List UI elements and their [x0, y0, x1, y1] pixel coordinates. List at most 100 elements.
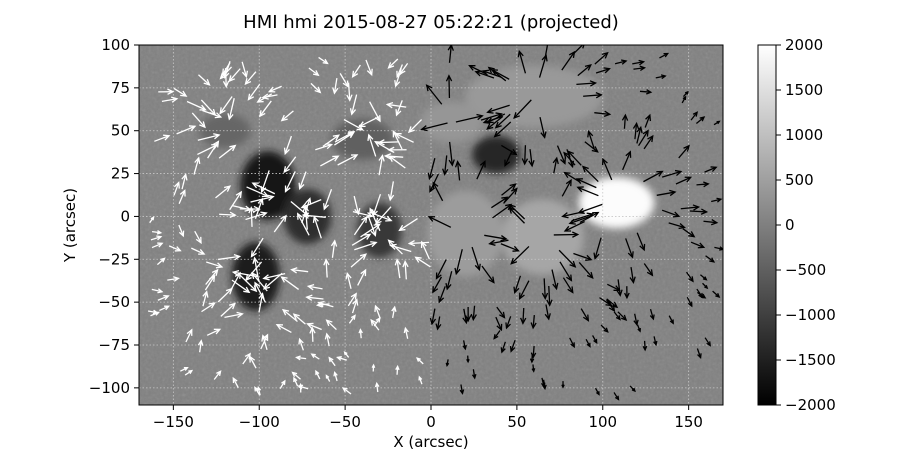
- field-vector-shaft: [219, 96, 233, 114]
- colorbar-tick-label: 1500: [785, 81, 823, 99]
- field-vector-head: [309, 326, 316, 334]
- field-vector-shaft: [325, 259, 328, 278]
- field-vector-head: [454, 160, 462, 168]
- y-axis-ticks: 100 75 50 25 0 −25 −50 −75 −100: [89, 36, 139, 397]
- field-vector-shaft: [249, 356, 257, 369]
- field-vector-head: [546, 299, 553, 307]
- field-vector-head: [305, 197, 312, 205]
- field-vector-head: [370, 318, 377, 326]
- field-vector-shaft: [644, 114, 651, 128]
- field-vector-head: [178, 230, 185, 238]
- field-vector-shaft: [680, 206, 699, 210]
- y-axis-label: Y (arcsec): [61, 188, 79, 263]
- field-vector-head: [391, 305, 397, 313]
- field-vector-shaft: [233, 271, 259, 278]
- field-vector-head: [567, 286, 574, 294]
- field-vector-head: [513, 112, 521, 120]
- field-vector-shaft: [333, 132, 354, 146]
- field-vector-head: [306, 284, 315, 291]
- field-vector-shaft: [198, 74, 210, 86]
- field-vector-head: [486, 107, 494, 114]
- field-vector-head: [474, 263, 481, 272]
- field-vector-shaft: [509, 204, 526, 220]
- field-vector-head: [684, 176, 693, 183]
- field-vector-head: [227, 113, 234, 121]
- field-vector-shaft: [566, 149, 574, 167]
- field-vector-head: [219, 107, 226, 115]
- field-vector-head: [470, 313, 477, 322]
- field-vector-shaft: [291, 269, 309, 273]
- field-vector-shaft: [471, 246, 481, 270]
- field-vector-shaft: [561, 179, 572, 197]
- field-vector-shaft: [263, 272, 283, 290]
- field-vector-head: [682, 95, 687, 101]
- field-vector-head: [576, 186, 584, 193]
- field-vector-shaft: [538, 55, 547, 78]
- field-vector-head: [173, 276, 180, 282]
- field-vector-head: [620, 314, 628, 321]
- field-vector-head: [245, 274, 252, 282]
- field-vector-head: [442, 168, 449, 176]
- field-vector-head: [596, 391, 600, 396]
- field-vector-shaft: [173, 182, 180, 196]
- field-vector-head: [325, 374, 330, 379]
- field-vector-shaft: [524, 145, 527, 164]
- field-vector-head: [552, 282, 559, 291]
- field-vector-head: [302, 204, 309, 212]
- field-vector-shaft: [262, 94, 278, 99]
- field-vector-shaft: [200, 99, 216, 116]
- field-vector-head: [229, 144, 237, 152]
- y-tick-label: 0: [120, 207, 130, 225]
- field-vector-shaft: [205, 269, 219, 285]
- field-vector-head: [275, 323, 284, 330]
- x-tick-label: 50: [507, 413, 526, 431]
- field-vector-head: [359, 253, 367, 260]
- field-vector-head: [639, 65, 647, 72]
- field-vector-head: [323, 258, 330, 266]
- field-vector-head: [589, 80, 598, 87]
- field-vector-shaft: [193, 157, 200, 175]
- field-vector-shaft: [284, 135, 293, 154]
- field-vector-shaft: [505, 316, 512, 329]
- field-vector-head: [216, 370, 222, 377]
- field-vector-head: [256, 96, 264, 103]
- field-vector-head: [199, 121, 206, 129]
- field-vector-shaft: [191, 112, 206, 128]
- flux-region-positive: [427, 190, 504, 277]
- field-vector-shaft: [431, 308, 436, 324]
- field-vector-head: [199, 104, 207, 111]
- y-tick-label: 75: [111, 79, 130, 97]
- field-vector-head: [214, 112, 223, 119]
- field-vector-shaft: [313, 216, 322, 239]
- field-vector-head: [566, 274, 573, 282]
- field-vector-head: [370, 241, 378, 248]
- field-vector-shaft: [571, 213, 593, 222]
- field-vector-head: [361, 215, 368, 223]
- field-vector-head: [432, 181, 439, 189]
- field-vector-head: [251, 182, 259, 189]
- field-vector-shaft: [353, 195, 360, 215]
- x-tick-label: 100: [588, 413, 617, 431]
- field-vector-head: [352, 298, 359, 306]
- field-vector-head: [150, 216, 155, 221]
- field-vector-shaft: [331, 240, 336, 258]
- field-vector-shaft: [388, 58, 399, 69]
- field-vector-head: [322, 58, 329, 65]
- field-vector-shaft: [242, 353, 251, 365]
- field-vector-head: [565, 178, 572, 187]
- flux-region-positive: [465, 65, 603, 128]
- field-vector-shaft: [600, 324, 609, 333]
- field-vector-head: [262, 274, 270, 281]
- field-vector-head: [152, 309, 159, 315]
- field-vector-shaft: [387, 103, 407, 108]
- field-vector-head: [346, 94, 353, 102]
- field-vector-head: [394, 80, 401, 88]
- field-vector-shaft: [501, 144, 517, 155]
- field-vector-head: [388, 155, 396, 162]
- field-vector-shaft: [472, 305, 476, 320]
- field-vector-head: [620, 59, 628, 65]
- field-vector-head: [584, 63, 592, 71]
- field-vector-head: [462, 316, 469, 325]
- field-vector-shaft: [636, 232, 645, 251]
- field-vector-head: [414, 256, 422, 263]
